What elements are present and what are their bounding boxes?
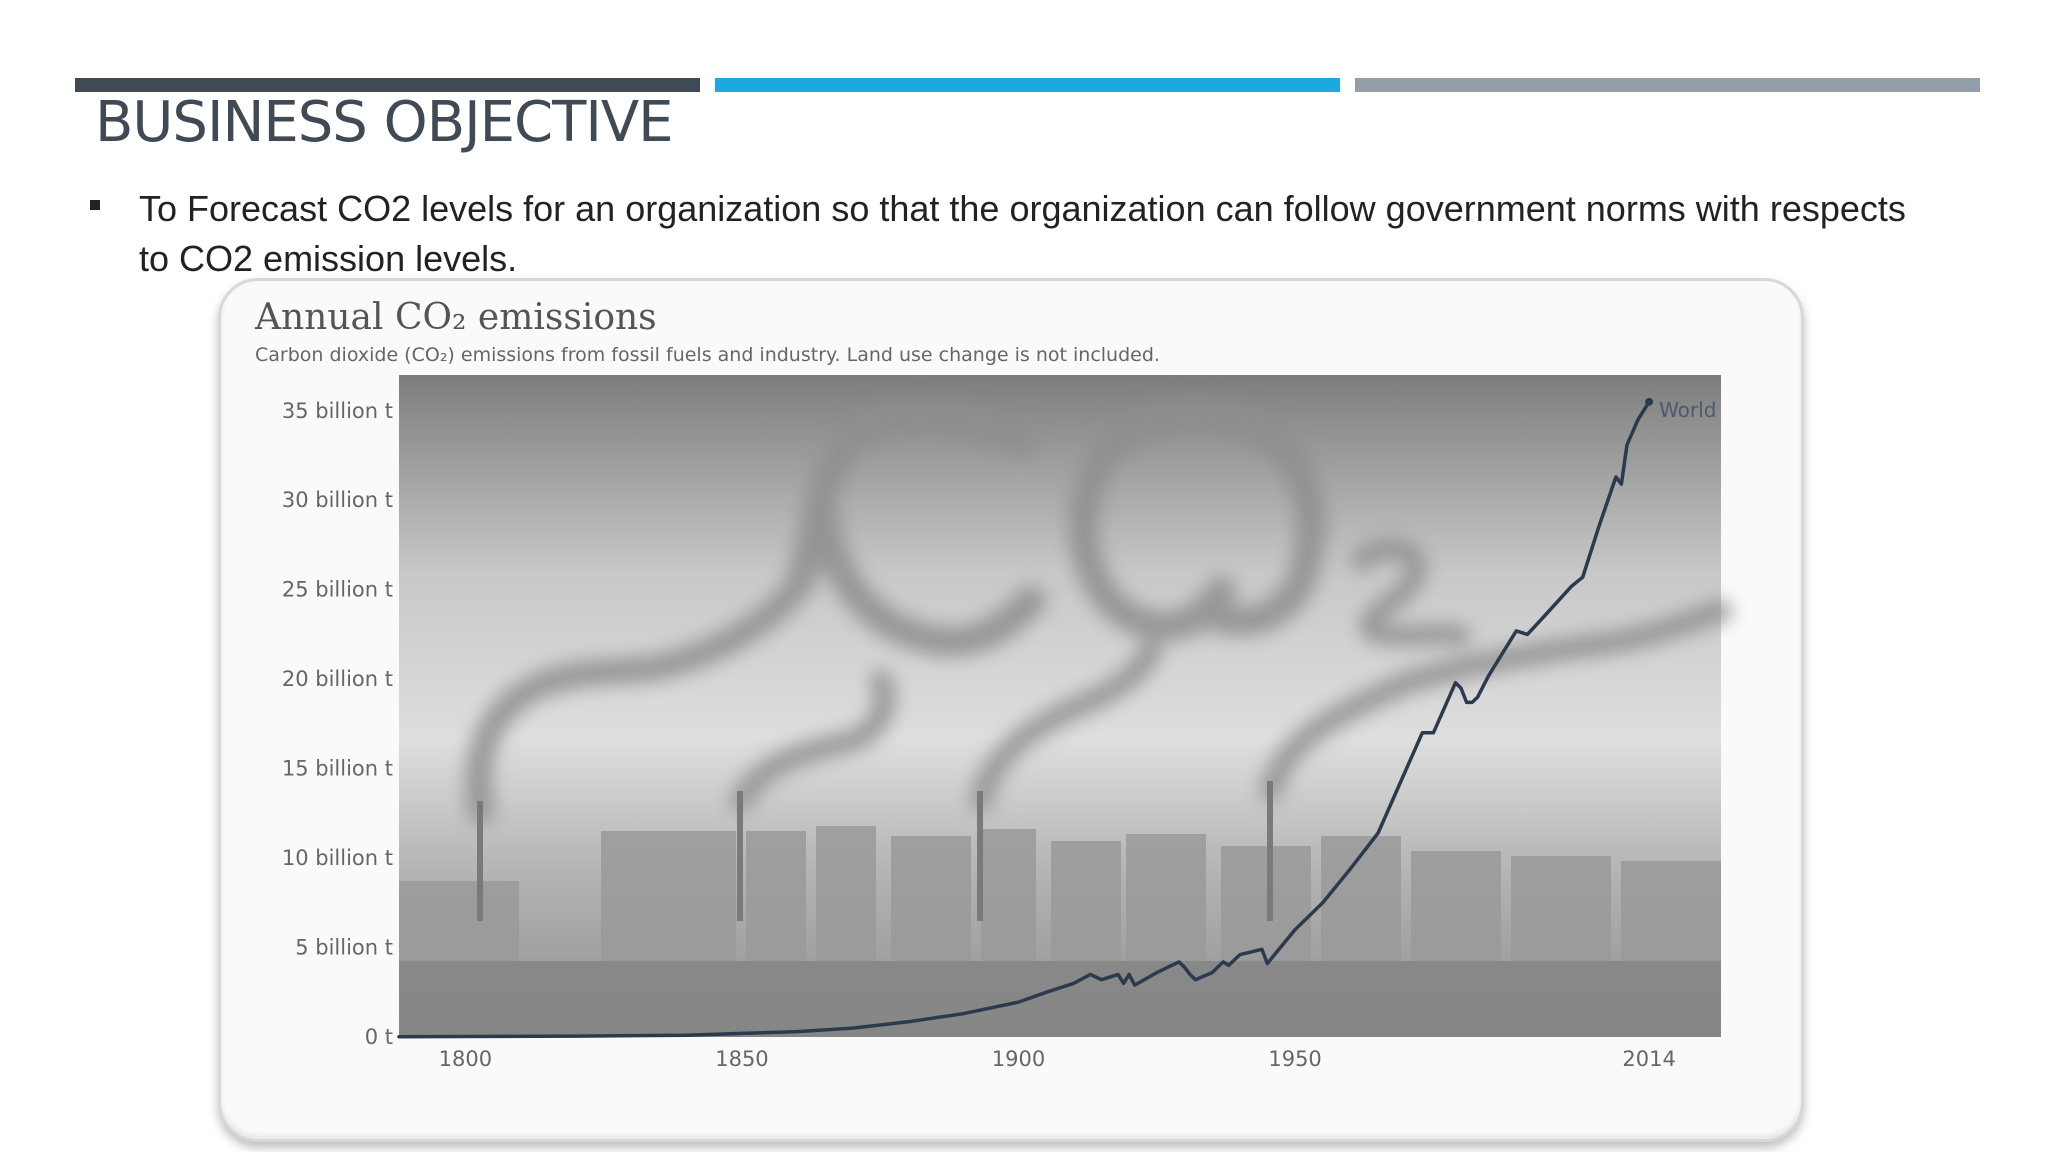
y-tick-label: 20 billion t (282, 667, 393, 691)
accent-bar-dark (75, 78, 700, 92)
x-tick-label: 1850 (715, 1047, 768, 1071)
x-tick-label: 1950 (1268, 1047, 1321, 1071)
slide-title: BUSINESS OBJECTIVE (95, 90, 674, 155)
smoke-co2 (465, 399, 1732, 824)
y-tick-label: 10 billion t (282, 846, 393, 870)
accent-bar-gray (1355, 78, 1980, 92)
y-tick-label: 5 billion t (295, 936, 393, 960)
chart-title: Annual CO₂ emissions (254, 297, 657, 338)
bullet-marker (90, 200, 100, 210)
accent-bar-blue (715, 78, 1340, 92)
series-layer: World (397, 397, 1716, 1039)
x-axis: 1800 1850 1900 1950 2014 (439, 1047, 1676, 1071)
co2-emissions-chart: Annual CO₂ emissions Carbon dioxide (CO₂… (254, 297, 1732, 1071)
y-tick-label: 35 billion t (282, 399, 393, 423)
y-tick-label: 15 billion t (282, 757, 393, 781)
chart-subtitle: Carbon dioxide (CO₂) emissions from foss… (255, 344, 1160, 366)
x-tick-label: 2014 (1622, 1047, 1675, 1071)
x-tick-label: 1900 (992, 1047, 1045, 1071)
x-tick-label: 1800 (439, 1047, 492, 1071)
y-tick-label: 0 t (365, 1025, 393, 1049)
skyline-silhouette (399, 826, 1721, 1037)
y-tick-label: 30 billion t (282, 488, 393, 512)
chimneys (477, 781, 1273, 921)
y-tick-label: 25 billion t (282, 578, 393, 602)
y-axis: 0 t 5 billion t 10 billion t 15 billion t 20… (282, 399, 393, 1049)
bullet-text: To Forecast CO2 levels for an organizati… (139, 188, 1906, 279)
plot-background (399, 375, 1732, 1037)
series-label: World (1659, 398, 1716, 422)
series-line-world (397, 400, 1651, 1039)
chart-card: Annual CO₂ emissions Carbon dioxide (CO₂… (218, 278, 1804, 1142)
series-endpoint (1645, 397, 1654, 406)
